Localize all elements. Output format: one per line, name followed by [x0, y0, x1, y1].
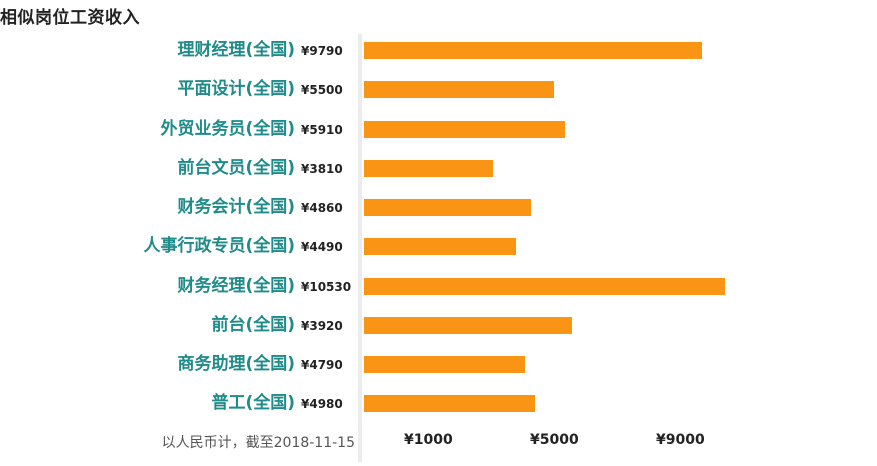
- bar-row: 平面设计(全国) ¥5500: [0, 79, 877, 99]
- bar: [364, 317, 572, 334]
- category-label: 外贸业务员(全国): [160, 119, 295, 139]
- bar-row: 财务会计(全国) ¥4860: [0, 197, 877, 217]
- value-label: ¥4980: [301, 397, 343, 411]
- bar-row: 人事行政专员(全国) ¥4490: [0, 236, 877, 256]
- bar-row: 财务经理(全国) ¥10530: [0, 276, 877, 296]
- category-label: 理财经理(全国): [177, 40, 295, 60]
- x-tick-9000: ¥9000: [656, 432, 705, 448]
- bar: [364, 356, 525, 373]
- bar-row: 外贸业务员(全国) ¥5910: [0, 119, 877, 139]
- bar-row: 前台(全国) ¥3920: [0, 315, 877, 335]
- value-label: ¥5500: [301, 83, 343, 97]
- category-label: 普工(全国): [211, 393, 295, 413]
- bar: [364, 160, 493, 177]
- value-label: ¥5910: [301, 123, 343, 137]
- bar: [364, 395, 535, 412]
- value-label: ¥3920: [301, 319, 343, 333]
- x-tick-1000: ¥1000: [404, 432, 453, 448]
- category-label: 财务会计(全国): [177, 197, 295, 217]
- bar: [364, 81, 554, 98]
- bar: [364, 278, 725, 295]
- bar: [364, 238, 516, 255]
- category-label: 平面设计(全国): [177, 79, 295, 99]
- chart-title: 相似岗位工资收入: [0, 8, 140, 28]
- bar-row: 商务助理(全国) ¥4790: [0, 354, 877, 374]
- axis-line: [358, 34, 362, 462]
- bar: [364, 121, 565, 138]
- value-label: ¥10530: [301, 280, 352, 294]
- value-label: ¥4490: [301, 240, 343, 254]
- value-label: ¥9790: [301, 44, 343, 58]
- category-label: 前台(全国): [211, 315, 295, 335]
- category-label: 商务助理(全国): [177, 354, 295, 374]
- footnote: 以人民币计，截至2018-11-15: [161, 435, 355, 451]
- category-label: 前台文员(全国): [177, 158, 295, 178]
- value-label: ¥3810: [301, 162, 343, 176]
- x-tick-5000: ¥5000: [530, 432, 579, 448]
- category-label: 人事行政专员(全国): [143, 236, 295, 256]
- bar-row: 普工(全国) ¥4980: [0, 393, 877, 413]
- bar: [364, 42, 702, 59]
- value-label: ¥4860: [301, 201, 343, 215]
- bar: [364, 199, 531, 216]
- value-label: ¥4790: [301, 358, 343, 372]
- bar-row: 理财经理(全国) ¥9790: [0, 40, 877, 60]
- bar-row: 前台文员(全国) ¥3810: [0, 158, 877, 178]
- category-label: 财务经理(全国): [177, 276, 295, 296]
